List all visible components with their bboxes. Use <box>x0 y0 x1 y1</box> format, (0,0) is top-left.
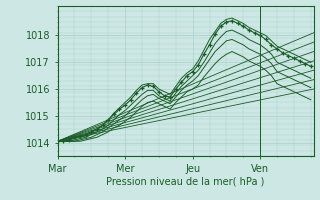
X-axis label: Pression niveau de la mer( hPa ): Pression niveau de la mer( hPa ) <box>107 176 265 186</box>
